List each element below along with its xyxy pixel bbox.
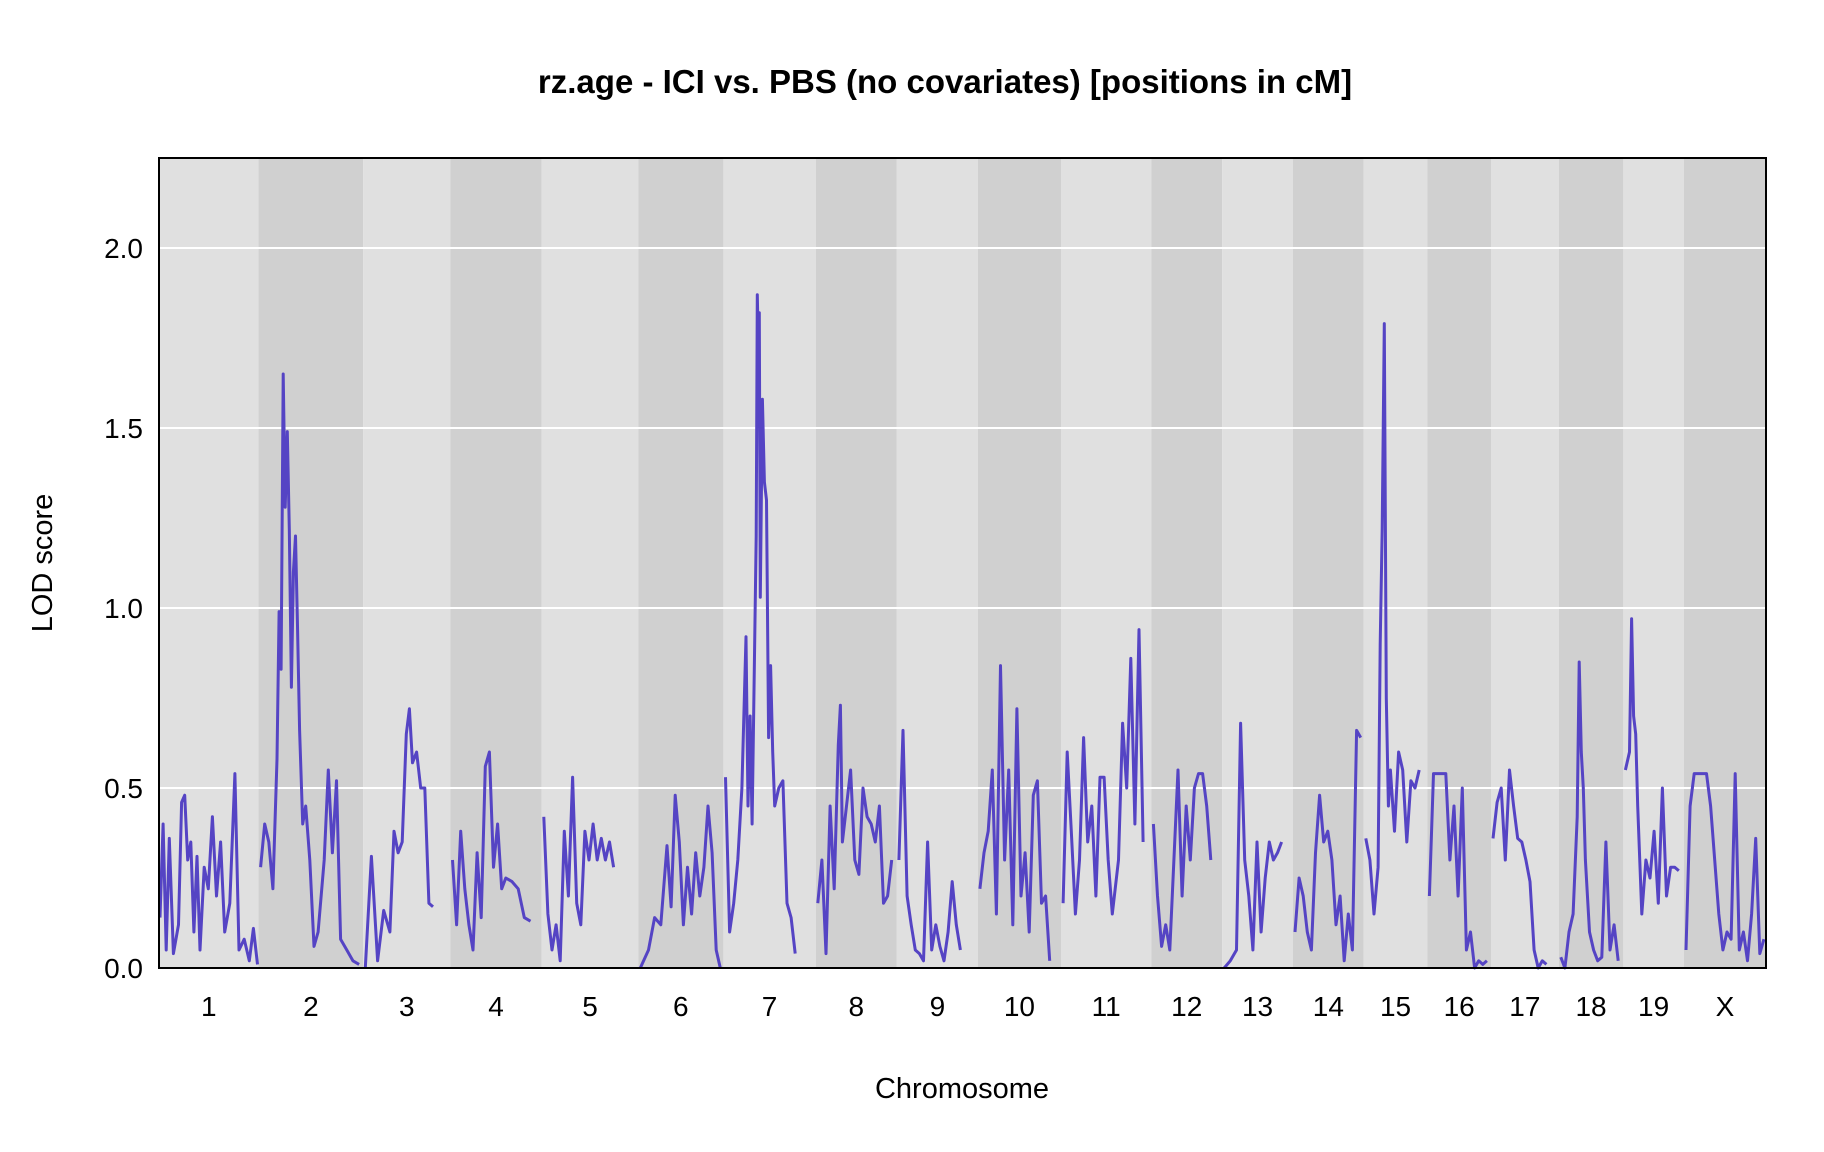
x-tick-label-12: 12 [1171,991,1202,1022]
x-tick-label-10: 10 [1004,991,1035,1022]
chromosome-band-5 [541,158,639,968]
x-tick-label-3: 3 [399,991,415,1022]
chromosome-band-18 [1558,158,1624,968]
chromosome-band-9 [896,158,978,968]
lod-line-chr-4 [451,750,532,952]
x-tick-label-2: 2 [303,991,319,1022]
plot-area [159,158,1766,968]
chart-title: rz.age - ICI vs. PBS (no covariates) [po… [538,63,1352,100]
y-tick-label-2.0: 2.0 [104,233,143,264]
x-tick-label-7: 7 [762,991,778,1022]
y-tick-label-0.0: 0.0 [104,953,143,984]
lod-line-chr-16 [1427,772,1488,970]
x-tick-label-16: 16 [1444,991,1475,1022]
lod-profile [158,293,1766,970]
lod-line-chr-15 [1364,322,1421,916]
x-tick-label-17: 17 [1509,991,1540,1022]
chromosome-band-15 [1363,158,1428,968]
lod-line-chr-13 [1223,721,1284,969]
lod-line-chr-17 [1491,768,1548,970]
x-tick-label-5: 5 [582,991,598,1022]
y-axis-title: LOD score [27,494,59,633]
x-axis-chromosome-labels: 1 2 3 4 5 6 7 8 9 10 11 12 13 14 15 16 17 18 19 X [201,991,1735,1022]
lod-line-chr-18 [1559,660,1620,970]
chromosome-band-17 [1490,158,1559,968]
x-tick-label-18: 18 [1575,991,1606,1022]
lod-line-chr-10 [978,664,1052,961]
lod-line-chr-1 [158,772,259,965]
x-tick-label-X: X [1716,991,1735,1022]
x-tick-label-1: 1 [201,991,217,1022]
lod-line-chr-3 [363,707,434,969]
lod-line-chr-12 [1151,768,1213,952]
x-tick-label-6: 6 [673,991,689,1022]
lod-line-chr-19 [1623,617,1680,916]
x-tick-label-15: 15 [1380,991,1411,1022]
lod-line-chr-9 [897,728,962,963]
chromosome-band-3 [363,158,451,968]
lod-line-chr-5 [542,775,616,963]
chromosome-band-12 [1151,158,1223,968]
y-tick-label-0.5: 0.5 [104,773,143,804]
lod-line-chr-2 [259,372,360,966]
x-tick-label-13: 13 [1242,991,1273,1022]
lod-line-chr-7 [724,293,797,954]
chromosome-band-13 [1222,158,1293,968]
x-tick-label-11: 11 [1092,991,1121,1022]
x-tick-label-14: 14 [1313,991,1344,1022]
x-tick-label-8: 8 [849,991,865,1022]
chromosome-band-X [1683,158,1766,968]
x-tick-label-4: 4 [488,991,504,1022]
lod-line-chr-11 [1061,628,1145,916]
chromosome-band-1 [159,158,259,968]
lod-line-chr-X [1684,772,1766,963]
x-axis-title: Chromosome [875,1073,1049,1105]
lod-line-chr-8 [816,703,894,956]
y-tick-label-1.5: 1.5 [104,413,143,444]
y-gridlines [159,247,1766,789]
x-tick-label-19: 19 [1638,991,1669,1022]
x-tick-label-9: 9 [930,991,946,1022]
lod-line-chr-14 [1293,728,1363,963]
y-tick-label-1.0: 1.0 [104,593,143,624]
plot-frame [158,157,1767,969]
lod-line-chr-6 [638,793,722,969]
y-axis-ticks: 0.0 0.5 1.0 1.5 2.0 [104,233,143,984]
